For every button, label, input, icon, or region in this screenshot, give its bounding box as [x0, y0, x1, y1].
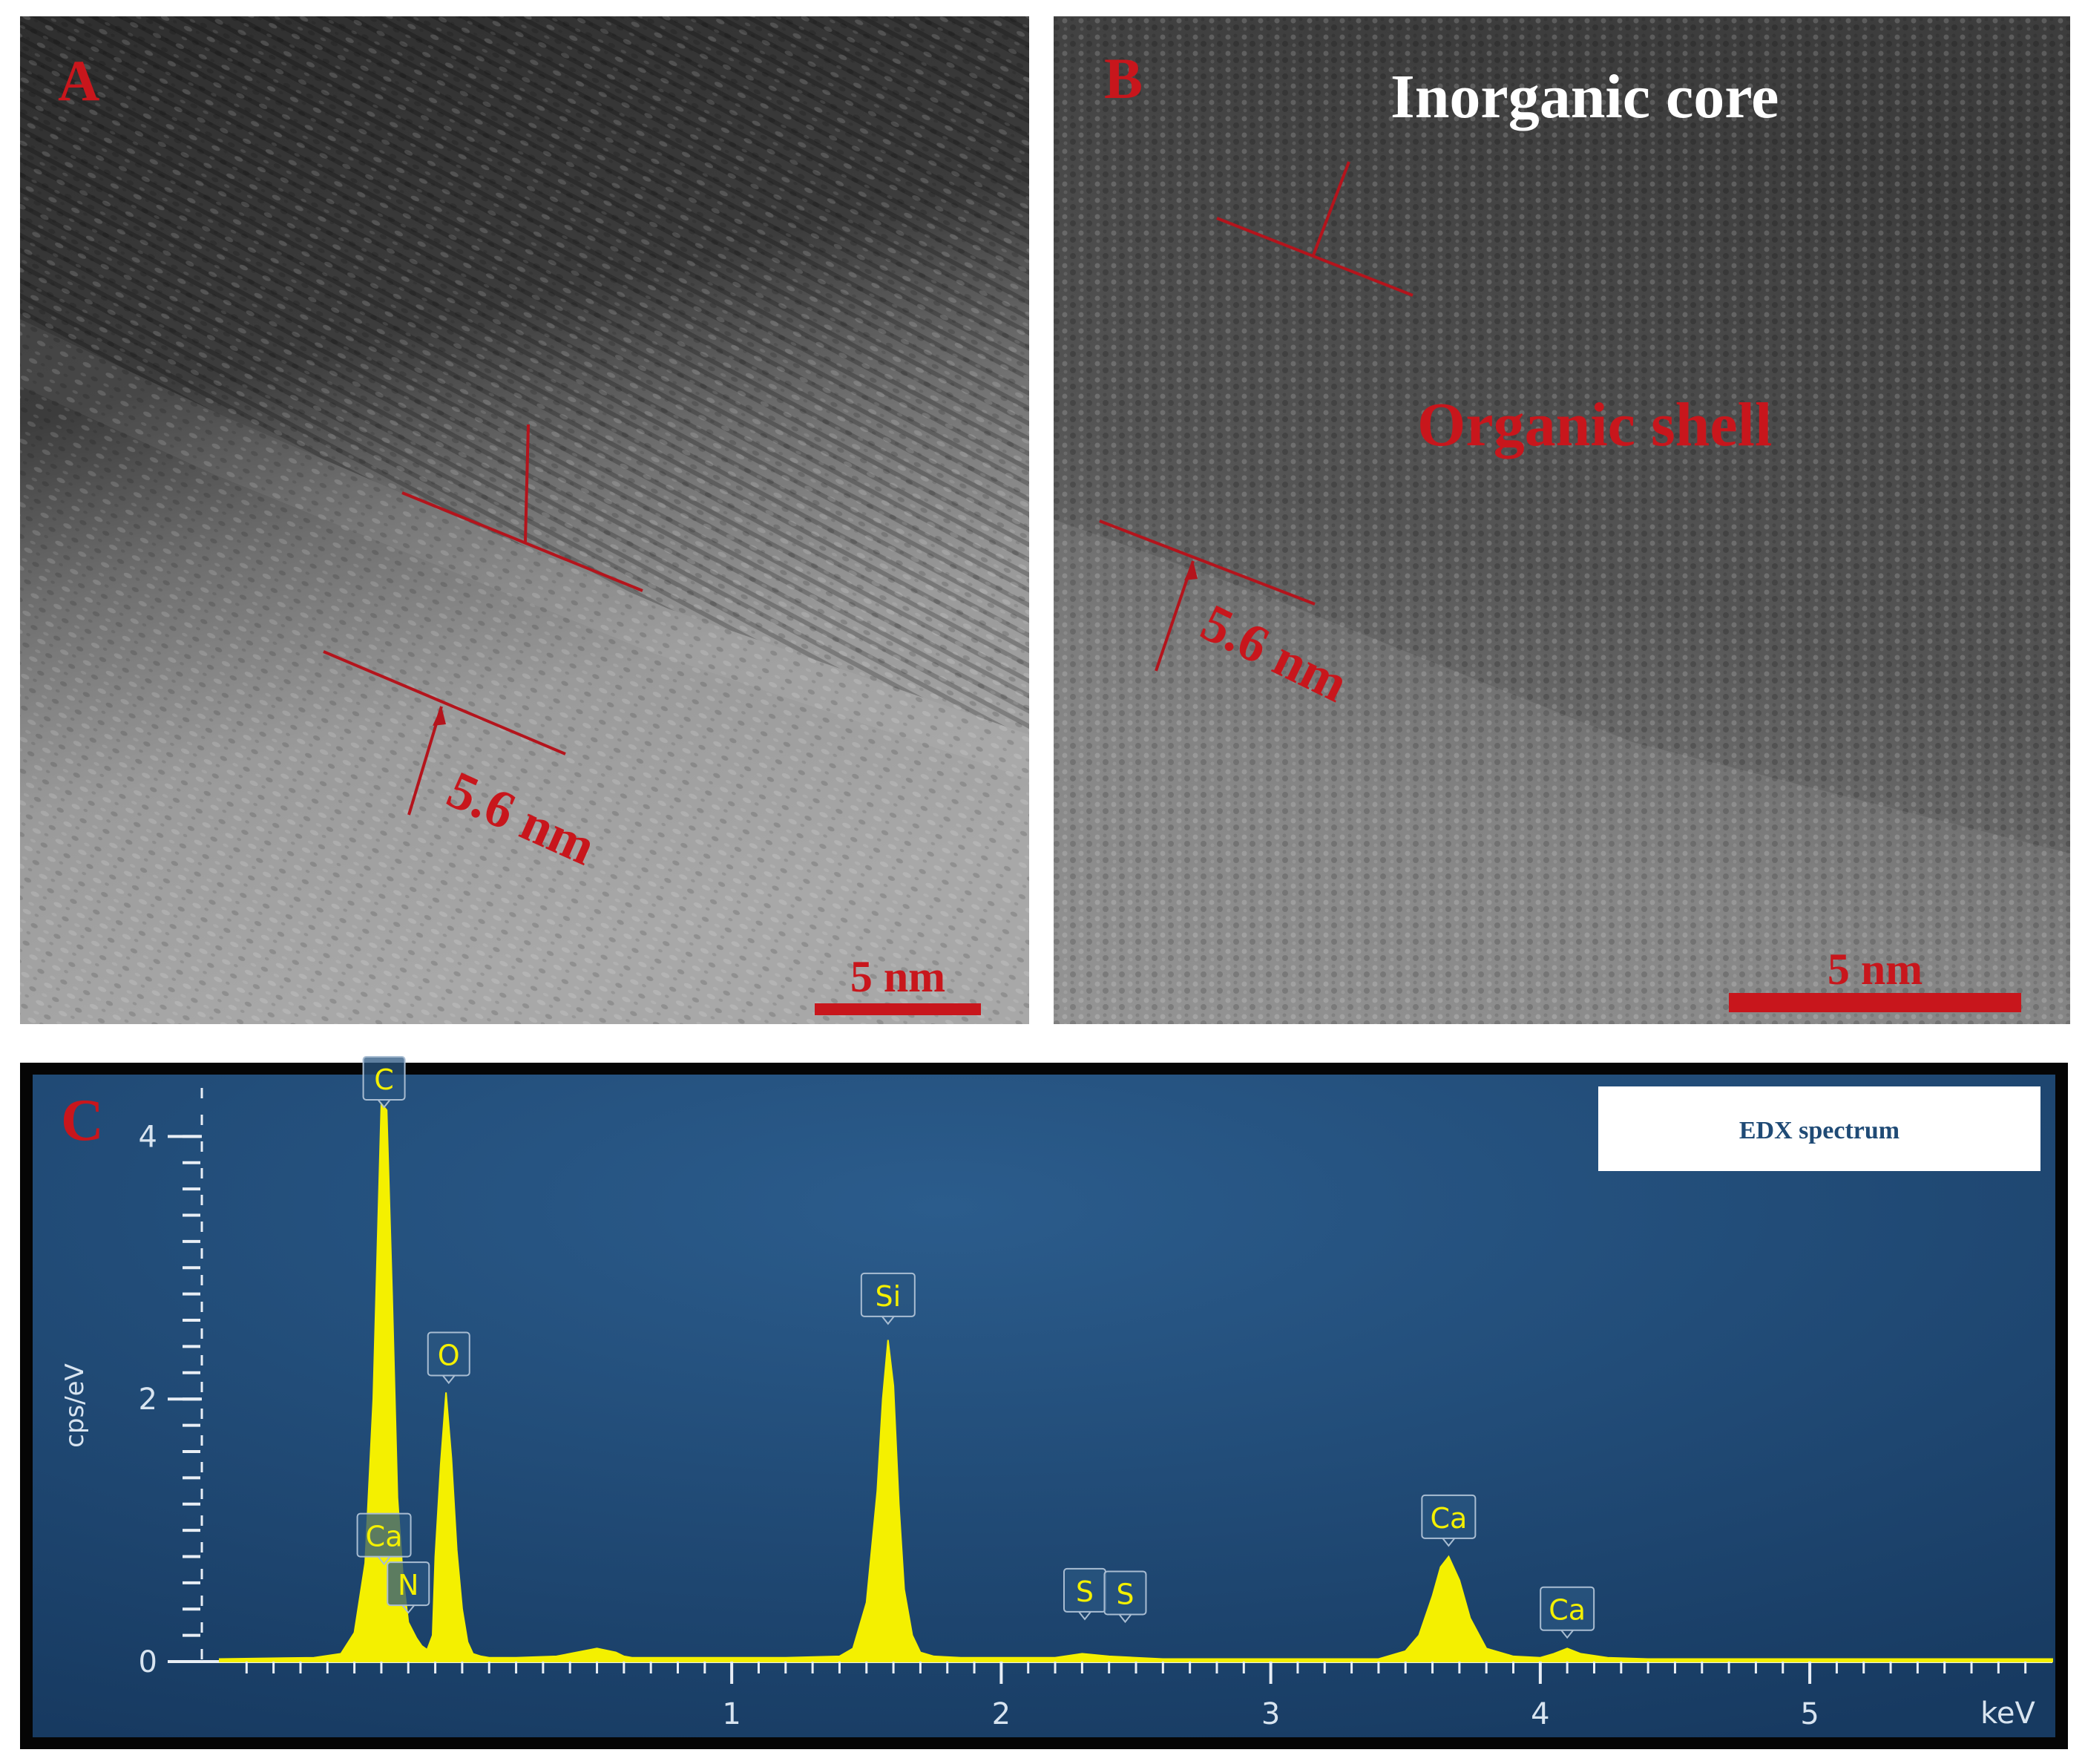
tem-panel-b: B Inorganic core Organic shell 5.6 nm 5 …: [1054, 16, 2070, 1024]
peak-label-text: S: [1076, 1576, 1094, 1608]
peak-label-text: N: [398, 1569, 418, 1601]
peak-label: S: [1103, 1570, 1147, 1624]
y-axis-label: cps/eV: [60, 1363, 90, 1448]
edx-panel: 1 2 3 4 5 0 2 4 C Ca N O Si S S Ca Ca cps/eV keV C EDX …: [20, 1056, 2068, 1749]
arrow-icon: [433, 706, 446, 726]
x-tick-label: 5: [1800, 1697, 1819, 1731]
x-tick-label: 4: [1531, 1697, 1549, 1731]
y-tick-label: 2: [139, 1383, 157, 1417]
peak-labels: C Ca N O Si S S Ca Ca: [356, 1056, 1595, 1639]
x-tick-label: 1: [722, 1697, 741, 1731]
y-tick-label: 4: [139, 1120, 157, 1154]
core-label: Inorganic core: [1390, 62, 1779, 131]
shell-label: Organic shell: [1417, 390, 1772, 459]
axis-ticks: 1 2 3 4 5 0 2 4: [139, 1120, 2027, 1731]
scale-bar-label-b: 5 nm: [1828, 945, 1923, 994]
grain-texture-b: [1054, 16, 2070, 1024]
scale-bar-label-a: 5 nm: [850, 952, 945, 1001]
peak-label-text: Ca: [1430, 1502, 1467, 1535]
x-tick-label: 2: [992, 1697, 1011, 1731]
panel-label-b: B: [1104, 46, 1143, 111]
peak-label-text: Si: [875, 1280, 901, 1313]
peak-label: Ca: [1540, 1586, 1595, 1639]
peak-label-text: S: [1116, 1578, 1134, 1610]
panel-label-c: C: [61, 1088, 104, 1153]
scale-bar-b: [1729, 993, 2021, 1012]
peak-label: S: [1063, 1567, 1106, 1621]
amorphous-region-b: [1054, 519, 2070, 1024]
peak-label-text: C: [374, 1063, 394, 1096]
tem-panel-a: A 5.6 nm 5 nm: [20, 16, 1029, 1024]
peak-label: O: [427, 1331, 470, 1385]
scale-bar-a: [815, 1003, 981, 1015]
arrow-icon: [1184, 561, 1198, 580]
x-tick-label: 3: [1261, 1697, 1280, 1731]
peak-label: Si: [860, 1272, 916, 1325]
peak-label: C: [362, 1056, 406, 1109]
peak-label-text: Ca: [366, 1521, 403, 1553]
peak-label: Ca: [1421, 1494, 1477, 1547]
edx-plot-background: [33, 1075, 2055, 1737]
x-axis-label: keV: [1980, 1696, 2035, 1731]
peak-label: Ca: [356, 1512, 412, 1566]
y-tick-label: 0: [139, 1645, 157, 1679]
legend-box: [1598, 1086, 2040, 1171]
legend-title: EDX spectrum: [1739, 1117, 1900, 1144]
panel-label-a: A: [58, 48, 99, 113]
peak-label-text: O: [438, 1340, 460, 1372]
peak-label-text: Ca: [1549, 1594, 1586, 1627]
peak-label: N: [387, 1561, 430, 1614]
